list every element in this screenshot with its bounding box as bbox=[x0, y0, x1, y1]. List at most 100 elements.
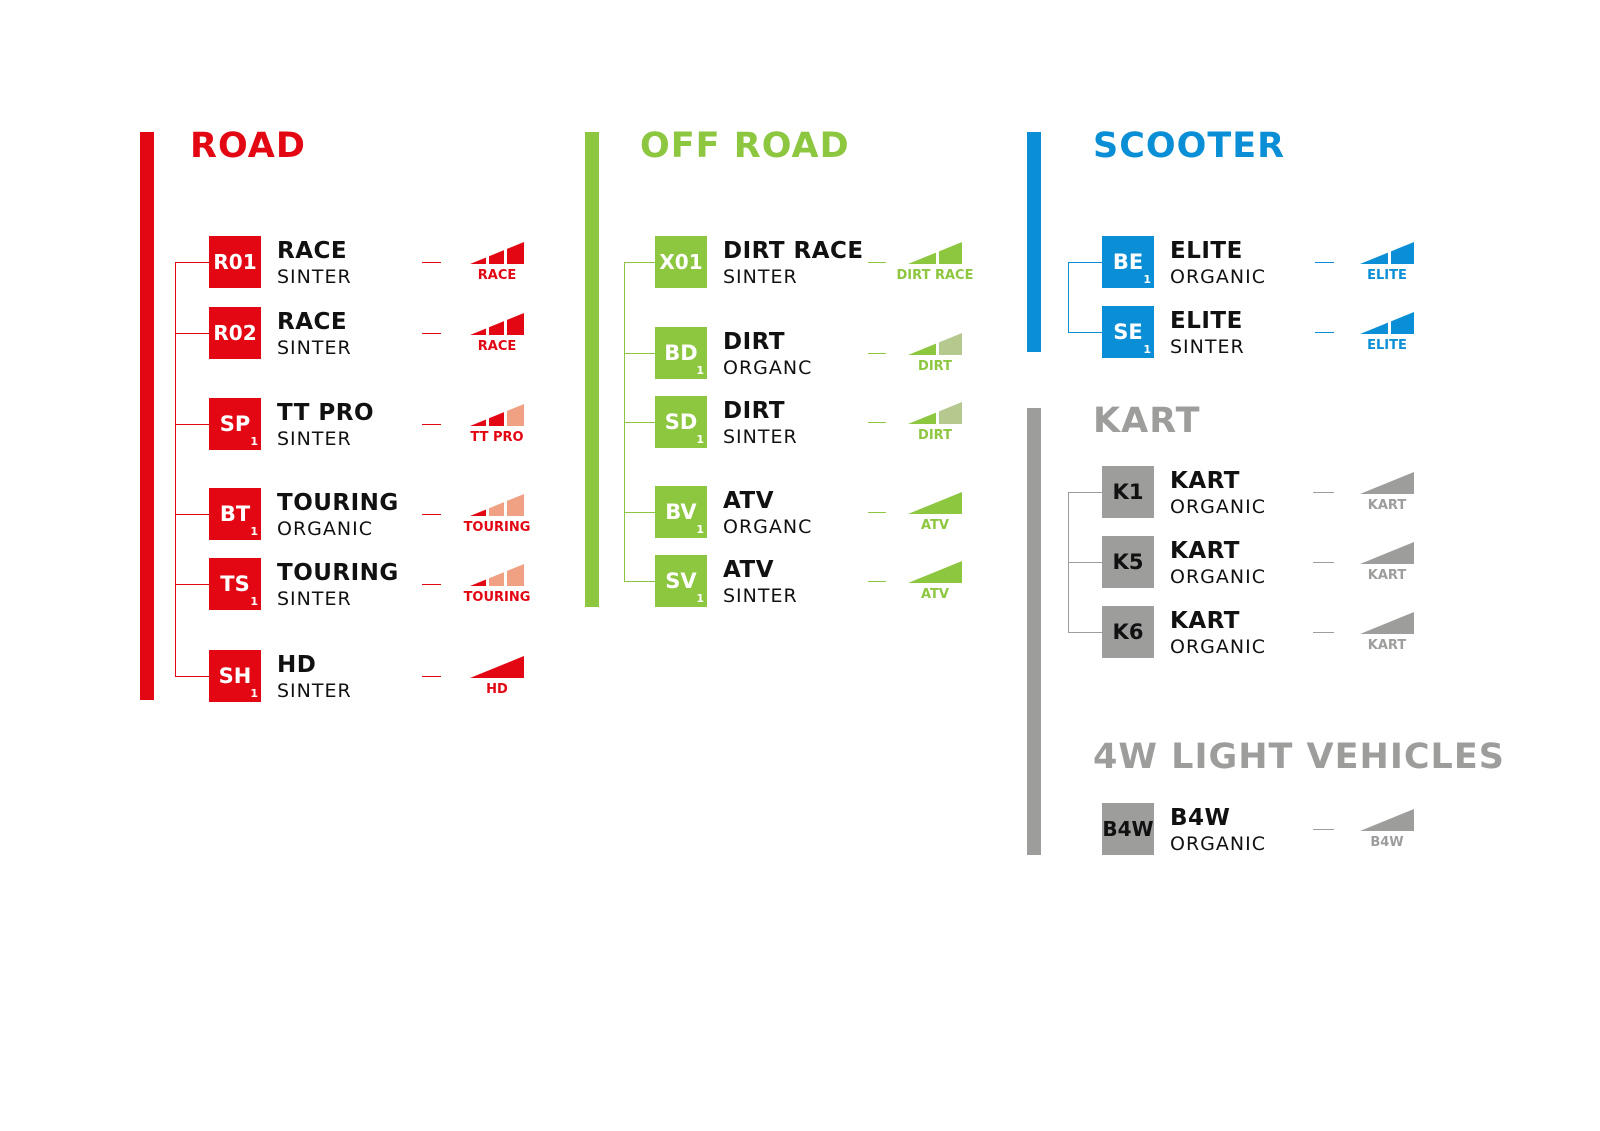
product-name: DIRT bbox=[723, 329, 786, 355]
product-material: SINTER bbox=[277, 680, 352, 702]
connector-dash bbox=[422, 424, 441, 425]
performance-level-icon bbox=[470, 313, 524, 339]
connector-dash bbox=[1313, 632, 1334, 633]
road-tree-line bbox=[175, 262, 176, 676]
performance-level-icon bbox=[908, 492, 962, 518]
performance-level-icon bbox=[1360, 612, 1414, 638]
product-code: SE bbox=[1113, 320, 1143, 344]
product-code: SD bbox=[664, 410, 698, 434]
product-material: SINTER bbox=[723, 266, 798, 288]
product-name: DIRT bbox=[723, 398, 786, 424]
connector-dash bbox=[1315, 262, 1334, 263]
product-name: B4W bbox=[1170, 805, 1231, 831]
level-segment bbox=[507, 242, 524, 264]
level-segment bbox=[939, 242, 962, 264]
product-name: DIRT RACE bbox=[723, 238, 864, 264]
product-code-badge: R02 bbox=[209, 307, 261, 359]
level-segment bbox=[908, 252, 936, 264]
tree-branch bbox=[1068, 492, 1102, 493]
connector-dash bbox=[868, 512, 886, 513]
tree-branch bbox=[1068, 562, 1102, 563]
product-code-badge: SE 1 bbox=[1102, 306, 1154, 358]
product-code: BE bbox=[1112, 250, 1144, 274]
tree-branch bbox=[175, 333, 209, 334]
tree-branch bbox=[1068, 632, 1102, 633]
performance-level-icon bbox=[908, 402, 962, 428]
product-name: KART bbox=[1170, 608, 1240, 634]
product-code-index: 1 bbox=[696, 523, 704, 536]
product-code: SV bbox=[665, 569, 697, 593]
level-segment bbox=[507, 404, 524, 426]
level-segment bbox=[489, 250, 504, 264]
level-segment bbox=[1360, 252, 1388, 264]
connector-dash bbox=[1315, 332, 1334, 333]
product-code: X01 bbox=[659, 250, 703, 274]
product-material: ORGANC bbox=[723, 516, 813, 538]
product-code: K6 bbox=[1112, 620, 1144, 644]
product-code-badge: K5 bbox=[1102, 536, 1154, 588]
product-code-badge: BD 1 bbox=[655, 327, 707, 379]
performance-level-icon bbox=[470, 242, 524, 268]
product-code-badge: K6 bbox=[1102, 606, 1154, 658]
product-material: ORGANIC bbox=[277, 518, 373, 540]
tree-branch bbox=[1068, 332, 1102, 333]
level-segment bbox=[470, 509, 486, 516]
product-code-index: 1 bbox=[696, 364, 704, 377]
offroad-tree-line bbox=[624, 262, 625, 581]
product-code-badge: SH 1 bbox=[209, 650, 261, 702]
performance-label: ATV bbox=[921, 587, 949, 602]
performance-label: KART bbox=[1367, 498, 1407, 513]
tree-branch bbox=[624, 581, 655, 582]
product-code-index: 1 bbox=[250, 435, 258, 448]
connector-dash bbox=[422, 676, 441, 677]
product-name: KART bbox=[1170, 468, 1240, 494]
product-name: RACE bbox=[277, 309, 348, 335]
product-material: SINTER bbox=[723, 426, 798, 448]
tree-branch bbox=[175, 584, 209, 585]
level-segment bbox=[470, 419, 486, 426]
product-code: BD bbox=[664, 341, 698, 365]
performance-level-icon bbox=[1360, 472, 1414, 498]
level-segment bbox=[1391, 312, 1414, 334]
level-segment bbox=[1391, 242, 1414, 264]
product-name: RACE bbox=[277, 238, 348, 264]
level-segment bbox=[1360, 322, 1388, 334]
product-name: ELITE bbox=[1170, 238, 1243, 264]
product-material: ORGANIC bbox=[1170, 833, 1266, 855]
product-name: TOURING bbox=[277, 490, 399, 516]
level-segment bbox=[489, 321, 504, 335]
performance-label: DIRT bbox=[918, 359, 952, 374]
product-code-badge: BV 1 bbox=[655, 486, 707, 538]
performance-level-icon bbox=[470, 656, 524, 682]
product-name: ELITE bbox=[1170, 308, 1243, 334]
product-material: SINTER bbox=[277, 428, 352, 450]
product-code-index: 1 bbox=[250, 525, 258, 538]
product-name: KART bbox=[1170, 538, 1240, 564]
product-material: ORGANIC bbox=[1170, 566, 1266, 588]
performance-label: ELITE bbox=[1367, 338, 1407, 353]
product-code-index: 1 bbox=[250, 687, 258, 700]
product-code-index: 1 bbox=[1143, 343, 1151, 356]
product-material: SINTER bbox=[277, 588, 352, 610]
product-code-badge: X01 bbox=[655, 236, 707, 288]
tree-branch bbox=[175, 514, 209, 515]
product-code-index: 1 bbox=[696, 433, 704, 446]
level-segment bbox=[507, 494, 524, 516]
performance-label: DIRT bbox=[918, 428, 952, 443]
product-material: ORGANIC bbox=[1170, 636, 1266, 658]
connector-dash bbox=[868, 262, 886, 263]
product-code: BT bbox=[219, 502, 251, 526]
level-segment bbox=[908, 492, 962, 514]
connector-dash bbox=[1313, 562, 1334, 563]
product-material: SINTER bbox=[277, 266, 352, 288]
level-segment bbox=[470, 257, 486, 264]
performance-label: DIRT RACE bbox=[896, 268, 974, 283]
connector-dash bbox=[1313, 492, 1334, 493]
scooter-title: SCOOTER bbox=[1093, 126, 1286, 166]
product-code-index: 1 bbox=[696, 592, 704, 605]
connector-dash bbox=[868, 422, 886, 423]
level-segment bbox=[939, 333, 962, 355]
product-material: SINTER bbox=[1170, 336, 1245, 358]
product-material: ORGANIC bbox=[1170, 266, 1266, 288]
